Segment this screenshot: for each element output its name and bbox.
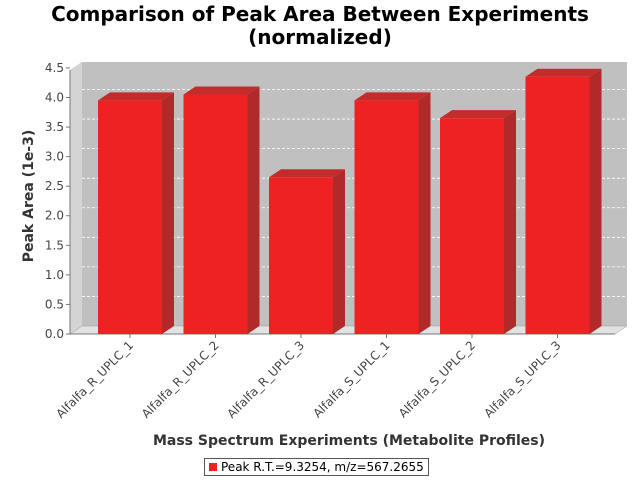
bar-top [354,92,431,101]
y-tick-label: 0.0 [45,327,64,341]
bar [183,86,260,335]
legend-swatch [209,462,217,471]
x-tick-label: Alfalfa_R_UPLC_1 [53,338,136,421]
bar-side [589,68,602,335]
y-tick-label: 3.5 [45,120,64,134]
plot-left-wall [70,62,82,334]
bar [440,110,516,334]
bar [269,169,345,334]
bar-front [183,94,248,335]
y-tick-label: 1.5 [45,238,64,252]
y-tick-label: 0.5 [45,297,64,311]
bar-side [504,110,516,334]
bar-top [269,169,345,178]
y-tick-label: 3.0 [45,150,64,164]
bar-front [440,118,504,334]
bar-top [525,68,602,77]
legend: Peak R.T.=9.3254, m/z=567.2655 [204,458,429,476]
chart-title-line-1: Comparison of Peak Area Between Experime… [51,2,589,26]
bar-front [98,100,162,334]
y-axis-ticks: 0.0 0.5 1.0 1.5 2.0 2.5 3.0 3.5 4.0 4.5 [45,61,70,341]
bar [98,92,174,334]
bar-side [162,92,174,334]
y-tick-label: 4.0 [45,90,64,104]
bar-side [333,169,345,334]
y-tick-label: 2.0 [45,209,64,223]
bars [98,68,602,335]
x-tick-label: Alfalfa_S_UPLC_3 [481,338,563,420]
legend-label: Peak R.T.=9.3254, m/z=567.2655 [221,460,424,474]
bar [354,92,431,334]
x-tick-label: Alfalfa_R_UPLC_2 [139,338,222,421]
y-tick-label: 2.5 [45,179,64,193]
bar-side [418,92,431,334]
chart-title-line-2: (normalized) [248,25,392,49]
y-tick-label: 1.0 [45,268,64,282]
x-axis-label: Mass Spectrum Experiments (Metabolite Pr… [153,433,545,449]
bar-side [247,86,260,335]
y-axis-label: Peak Area (1e-3) [21,130,37,263]
bar-front [525,76,590,335]
x-axis-ticks: Alfalfa_R_UPLC_1 Alfalfa_R_UPLC_2 Alfalfa_… [53,334,564,421]
y-tick-label: 4.5 [45,61,64,75]
bar-front [354,100,419,334]
bar [525,68,602,335]
x-tick-label: Alfalfa_S_UPLC_2 [396,338,478,420]
bar-top [98,92,174,101]
bar-front [269,177,333,334]
bar-top [440,110,516,119]
chart-title: Comparison of Peak Area Between Experime… [0,3,640,49]
x-tick-label: Alfalfa_R_UPLC_3 [224,338,307,421]
bar-top [183,86,260,95]
x-tick-label: Alfalfa_S_UPLC_1 [310,338,392,420]
